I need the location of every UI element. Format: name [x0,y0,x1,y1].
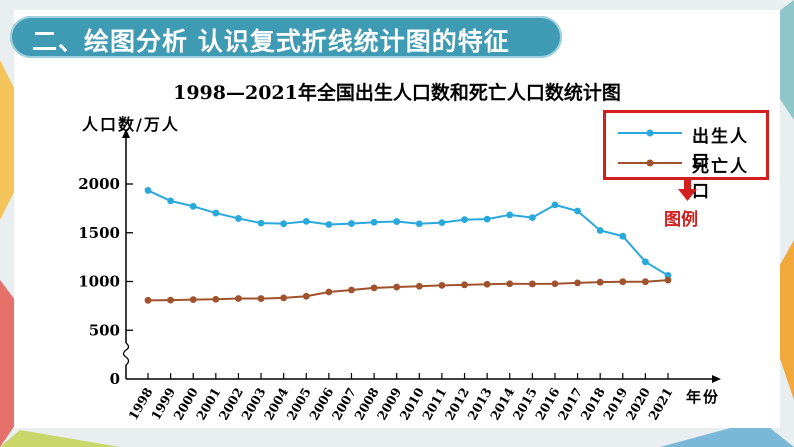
data-point-death [393,283,401,291]
x-axis-label: 年份 [686,388,720,406]
data-point-death [235,295,242,302]
data-point-birth [574,207,581,215]
legend-item-birth: 出生人口 [616,121,766,172]
y-tick-label: 1000 [78,273,120,291]
data-point-death [506,280,514,288]
data-point-death [167,296,175,304]
data-point-birth [664,272,672,279]
data-point-birth [641,258,649,266]
chart-title: 1998—2021年全国出生人口数和死亡人口数统计图 [173,82,621,104]
legend-swatch-birth [618,129,682,137]
legend-label-death: 死亡人口 [692,157,749,202]
arrow-down-icon [678,180,697,201]
y-axis-break-gap [122,343,130,365]
data-point-birth [302,217,310,225]
legend-note: 图例 [664,210,698,230]
data-point-birth [461,216,468,223]
data-point-death [370,284,378,292]
y-axis-label: 人口数/万人 [82,115,180,134]
x-ticks: 1998199920002001200220032004200520062007… [125,373,676,423]
series-lines [147,189,669,302]
data-point-death [528,280,536,288]
section-banner: 二、绘图分析 认识复式折线统计图的特征 [10,16,562,58]
data-point-birth [212,209,220,217]
legend-swatch-death [618,159,682,167]
data-point-birth [483,215,491,223]
data-point-birth [144,187,152,194]
data-point-birth [438,219,446,227]
data-point-death [325,288,333,296]
x-axis-arrow [712,375,721,383]
y-tick-label: 1500 [78,224,120,242]
data-point-death [664,276,672,284]
data-point-birth [551,201,559,209]
data-point-death [348,286,355,294]
data-point-death [257,295,265,302]
data-point-birth [235,215,242,222]
data-point-death [212,295,220,303]
legend-label-birth: 出生人口 [692,127,749,172]
y-axis-arrow [122,129,130,138]
data-point-death [619,278,627,286]
data-point-birth [415,220,423,228]
data-point-death [302,292,310,300]
y-axis-break-mark [122,342,130,366]
data-point-birth [280,220,288,228]
data-point-death [415,282,423,290]
data-point-birth [393,218,401,225]
data-point-birth [167,197,175,205]
data-point-birth [370,218,378,226]
data-point-death [641,278,649,286]
y-ticks: 0 500 1000 1500 2000 [78,175,133,388]
data-point-death [574,279,581,287]
legend-item-death: 死亡人口 [616,151,766,202]
data-point-birth [506,211,514,219]
y-tick-label: 0 [110,370,120,388]
data-point-birth [619,232,627,240]
data-point-death [596,278,604,286]
data-point-birth [189,202,197,210]
banner-title: 二、绘图分析 认识复式折线统计图的特征 [32,27,510,56]
data-point-death [280,294,288,302]
series-line-birth [147,189,669,277]
series-line-death [147,279,669,302]
data-point-birth [257,219,265,227]
data-point-death [483,280,491,288]
y-tick-label: 500 [89,321,120,339]
data-point-death [144,296,152,304]
data-point-birth [528,214,536,222]
y-tick-label: 2000 [78,175,120,193]
data-point-death [438,282,446,289]
data-point-death [551,280,559,288]
legend: 出生人口 死亡人口 [603,110,769,202]
data-point-birth [348,220,355,227]
data-point-death [189,296,197,304]
data-point-birth [596,227,604,234]
series-points [144,187,672,304]
data-point-birth [325,221,333,228]
data-point-death [461,281,468,289]
